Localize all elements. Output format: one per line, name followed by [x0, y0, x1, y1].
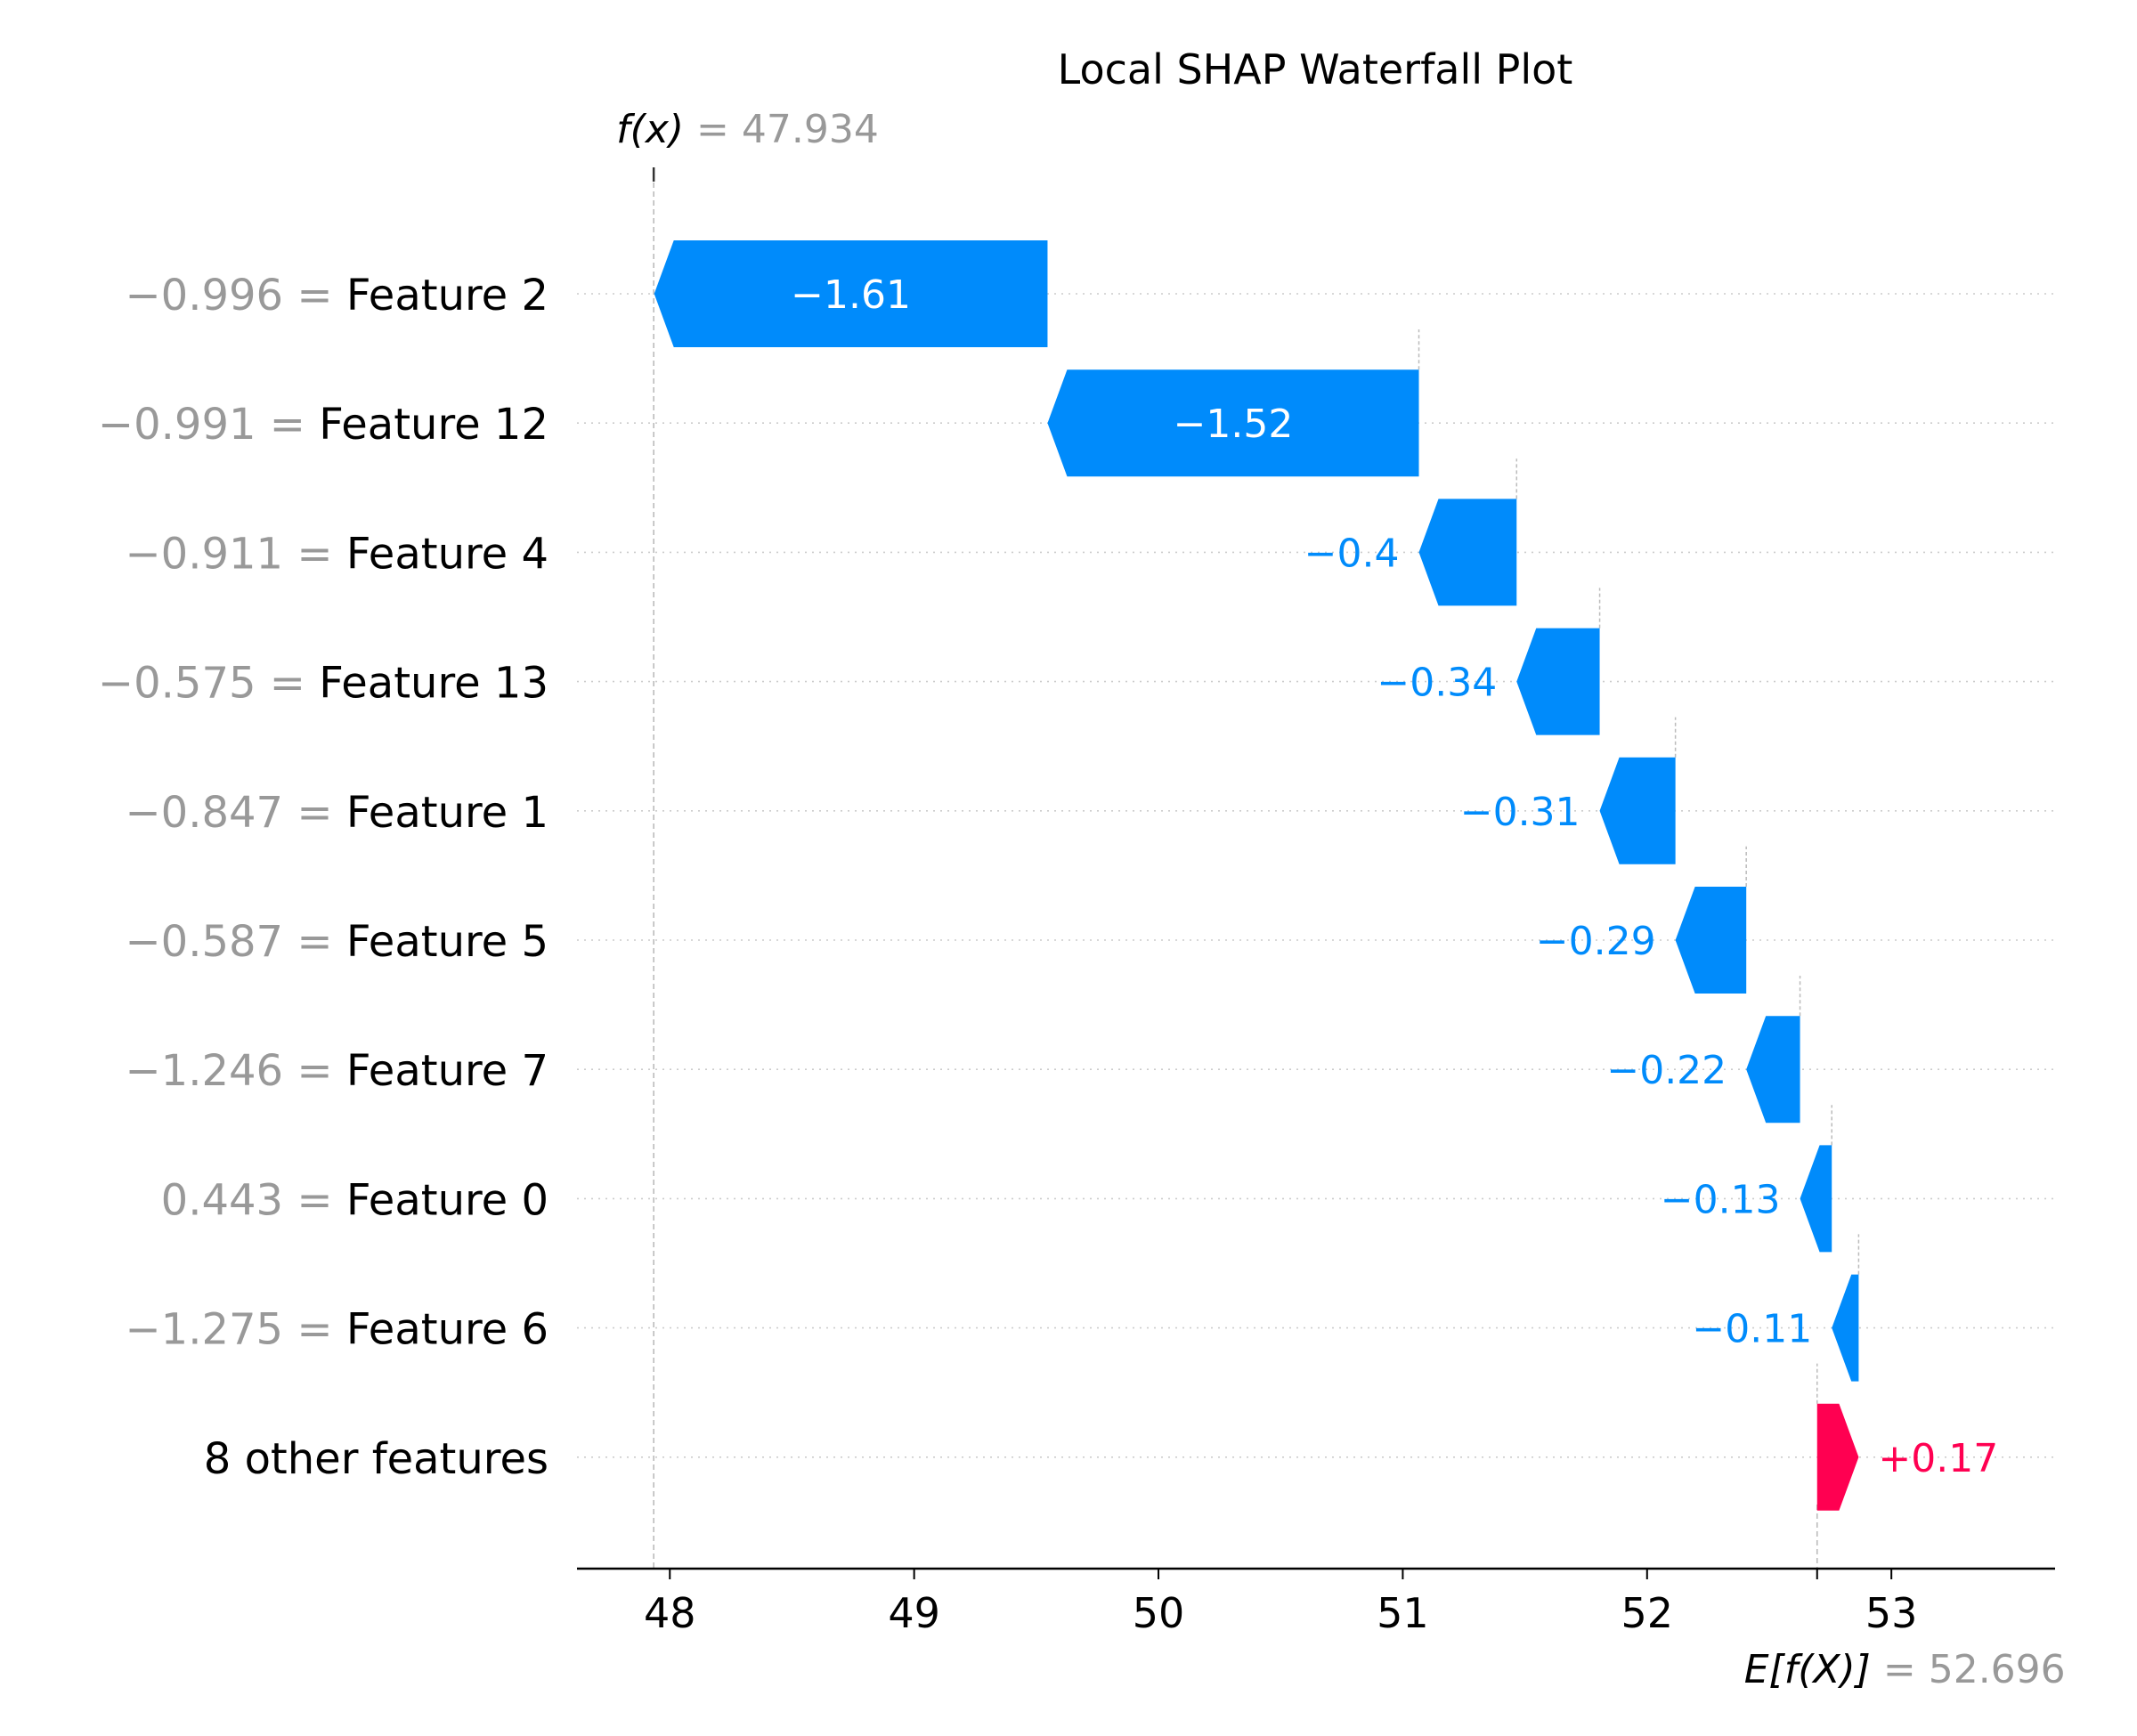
- feature-name: Feature 1: [346, 788, 548, 838]
- feature-label: 0.443 = Feature 0: [161, 1175, 548, 1225]
- bar-value-label: −1.61: [791, 272, 911, 318]
- bar: [1516, 628, 1600, 735]
- feature-label: −1.246 = Feature 7: [125, 1046, 548, 1096]
- bar-value-label: −0.22: [1606, 1048, 1727, 1093]
- expected-value-number: = 52.696: [1871, 1647, 2066, 1692]
- expected-value-annotation: E[f(X)] = 52.696: [1744, 1647, 2066, 1692]
- feature-label: −0.575 = Feature 13: [98, 659, 548, 709]
- bar: [1047, 369, 1419, 477]
- bar: [1800, 1145, 1832, 1253]
- bar: [1599, 757, 1676, 864]
- feature-value: 0.443 =: [161, 1175, 346, 1225]
- x-tick-label: 53: [1865, 1589, 1918, 1637]
- feature-value: −1.275 =: [125, 1305, 345, 1355]
- feature-name: Feature 6: [346, 1305, 548, 1355]
- feature-value: −0.587 =: [125, 917, 345, 967]
- expected-value-symbol: E[f(X)]: [1744, 1647, 1871, 1692]
- feature-label: −0.911 = Feature 4: [125, 529, 548, 579]
- chart-title: Local SHAP Waterfall Plot: [1058, 45, 1573, 93]
- x-tick-label: 51: [1377, 1589, 1429, 1637]
- fx-value: = 47.934: [684, 107, 879, 152]
- bar-value-labels: −1.61 −1.52 −0.4 −0.34 −0.31 −0.29 −0.22 −0.13 −…: [791, 272, 1998, 1481]
- feature-name: 8 other features: [204, 1434, 548, 1484]
- feature-name: Feature 0: [346, 1175, 548, 1225]
- bar-value-label: −0.11: [1692, 1307, 1812, 1352]
- bar: [1418, 499, 1517, 606]
- feature-name: Feature 12: [319, 400, 548, 450]
- feature-name: Feature 2: [346, 271, 548, 320]
- bar: [1675, 887, 1747, 994]
- bar: [1746, 1016, 1800, 1124]
- expected-value-label: E[f(X)] = 52.696: [1744, 1647, 2066, 1692]
- x-axis: 48 49 50 51 52 53: [577, 1567, 2055, 1637]
- bar-value-label: −0.31: [1460, 790, 1580, 835]
- fx-symbol: f(x): [616, 107, 684, 152]
- bar: [654, 240, 1048, 347]
- x-tick-label: 52: [1621, 1589, 1674, 1637]
- bar: [1816, 1403, 1859, 1511]
- feature-name: Feature 5: [346, 917, 548, 967]
- x-tick-label: 50: [1133, 1589, 1185, 1637]
- bar-value-label: −0.34: [1377, 661, 1497, 706]
- bars-group: [654, 240, 1859, 1511]
- bar-value-label: +0.17: [1878, 1436, 1998, 1481]
- feature-value: −1.246 =: [125, 1046, 345, 1096]
- bar-value-label: −0.4: [1304, 531, 1400, 576]
- feature-value: −0.847 =: [125, 788, 345, 838]
- bar-value-label: −0.13: [1661, 1177, 1781, 1222]
- feature-name: Feature 4: [346, 529, 548, 579]
- fx-annotation: f(x) = 47.934: [616, 107, 879, 152]
- feature-value: −0.911 =: [125, 529, 345, 579]
- x-tick-label: 48: [644, 1589, 696, 1637]
- feature-value: −0.991 =: [98, 400, 319, 450]
- bar: [1832, 1274, 1859, 1382]
- connector-lines: [652, 167, 1860, 1569]
- feature-value: −0.996 =: [125, 271, 345, 320]
- feature-label: −0.847 = Feature 1: [125, 788, 548, 838]
- bar-value-label: −1.52: [1174, 402, 1294, 447]
- feature-label: −0.587 = Feature 5: [125, 917, 548, 967]
- fx-label: f(x) = 47.934: [616, 107, 879, 152]
- feature-label: 8 other features: [204, 1434, 548, 1484]
- feature-label: −0.991 = Feature 12: [98, 400, 548, 450]
- feature-label: −1.275 = Feature 6: [125, 1305, 548, 1355]
- feature-name: Feature 7: [346, 1046, 548, 1096]
- feature-label: −0.996 = Feature 2: [125, 271, 548, 320]
- feature-name: Feature 13: [319, 659, 548, 709]
- feature-labels: −0.996 = Feature 2−0.991 = Feature 12−0.…: [98, 271, 548, 1484]
- feature-value: −0.575 =: [98, 659, 319, 709]
- bar-value-label: −0.29: [1536, 919, 1656, 964]
- x-tick-label: 49: [888, 1589, 940, 1637]
